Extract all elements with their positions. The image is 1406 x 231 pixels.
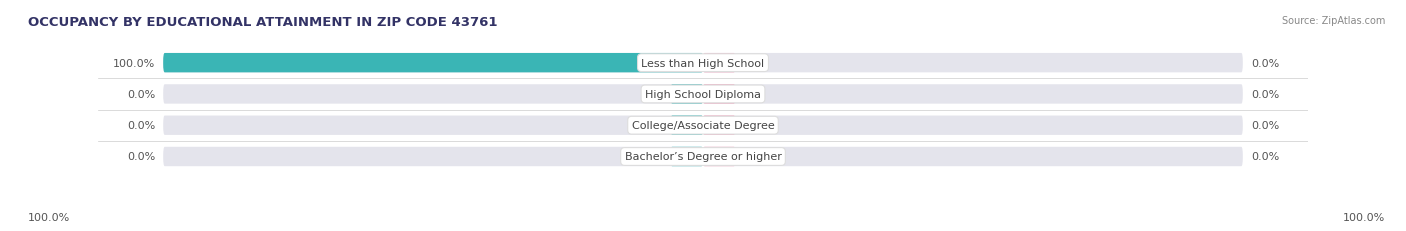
Text: 100.0%: 100.0% [28,212,70,222]
Text: 0.0%: 0.0% [1251,90,1279,100]
FancyBboxPatch shape [703,147,1243,167]
FancyBboxPatch shape [703,54,735,73]
FancyBboxPatch shape [163,54,703,73]
FancyBboxPatch shape [671,85,703,104]
Text: 0.0%: 0.0% [1251,121,1279,131]
FancyBboxPatch shape [703,116,735,135]
FancyBboxPatch shape [163,85,703,104]
FancyBboxPatch shape [163,116,703,135]
Text: High School Diploma: High School Diploma [645,90,761,100]
Text: 0.0%: 0.0% [127,152,155,162]
FancyBboxPatch shape [703,54,1243,73]
Text: OCCUPANCY BY EDUCATIONAL ATTAINMENT IN ZIP CODE 43761: OCCUPANCY BY EDUCATIONAL ATTAINMENT IN Z… [28,16,498,29]
Text: 0.0%: 0.0% [1251,58,1279,68]
Text: 0.0%: 0.0% [1251,152,1279,162]
FancyBboxPatch shape [163,54,703,73]
Text: 0.0%: 0.0% [127,90,155,100]
FancyBboxPatch shape [703,147,735,167]
Text: 100.0%: 100.0% [1343,212,1385,222]
Text: 0.0%: 0.0% [127,121,155,131]
Text: Source: ZipAtlas.com: Source: ZipAtlas.com [1281,16,1385,26]
FancyBboxPatch shape [703,116,1243,135]
FancyBboxPatch shape [671,147,703,167]
Text: Bachelor’s Degree or higher: Bachelor’s Degree or higher [624,152,782,162]
FancyBboxPatch shape [703,85,735,104]
FancyBboxPatch shape [703,85,1243,104]
Text: Less than High School: Less than High School [641,58,765,68]
Text: 100.0%: 100.0% [112,58,155,68]
FancyBboxPatch shape [671,116,703,135]
Text: College/Associate Degree: College/Associate Degree [631,121,775,131]
FancyBboxPatch shape [163,147,703,167]
